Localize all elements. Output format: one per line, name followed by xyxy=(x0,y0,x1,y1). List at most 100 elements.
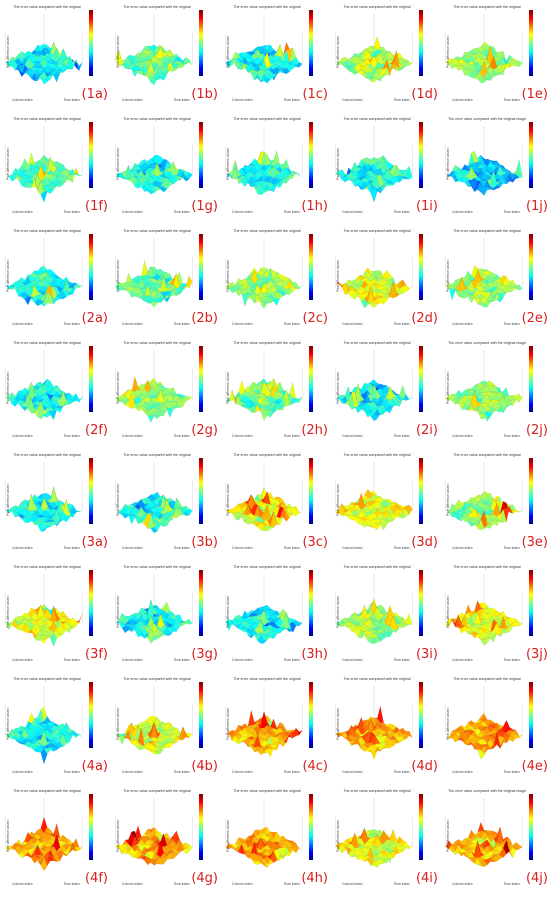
x-axis-label: Column index xyxy=(452,210,473,214)
colorbar xyxy=(199,122,203,188)
x-axis-label: Column index xyxy=(12,658,33,662)
panel-title: The error value compared with the origin… xyxy=(13,453,81,457)
surface-plot xyxy=(5,14,83,85)
colorbar xyxy=(419,458,423,524)
surface-plot xyxy=(5,238,83,307)
panel-label: (1a) xyxy=(81,87,108,102)
panel-title: The error value compared with the origin… xyxy=(447,341,527,345)
panel-2g: The error value compared with the origin… xyxy=(110,338,220,450)
x-axis-label: Column index xyxy=(12,546,33,550)
colorbar xyxy=(89,10,93,76)
panel-label: (2e) xyxy=(521,311,548,326)
x-axis-label: Column index xyxy=(452,658,473,662)
y-axis-label: Row index xyxy=(174,658,190,662)
colorbar xyxy=(419,10,423,76)
surface-plot xyxy=(225,238,303,309)
panel-label: (1e) xyxy=(521,87,548,102)
z-axis-label: Pixel difference values xyxy=(5,372,10,404)
panel-4a: The error value compared with the origin… xyxy=(0,674,110,786)
panel-label: (4a) xyxy=(81,759,108,774)
panel-3g: The error value compared with the origin… xyxy=(110,562,220,674)
y-axis-label: Row index xyxy=(64,210,80,214)
panel-label: (1j) xyxy=(525,199,548,214)
y-axis-label: Row index xyxy=(174,210,190,214)
z-axis-label: Pixel difference values xyxy=(5,708,10,740)
y-axis-label: Row index xyxy=(64,546,80,550)
surface-facet-143 xyxy=(370,414,378,422)
surface-facet-143 xyxy=(40,303,48,307)
y-axis-label: Row index xyxy=(504,98,520,102)
z-axis-label: Pixel difference values xyxy=(115,148,120,180)
y-axis-label: Row index xyxy=(64,434,80,438)
panel-label: (3e) xyxy=(521,535,548,550)
panel-3f: The error value compared with the origin… xyxy=(0,562,110,674)
panel-title: The error value compared with the origin… xyxy=(343,341,411,345)
panel-label: (2h) xyxy=(301,423,328,438)
surface-facet-77 xyxy=(185,275,193,289)
surface-facet-143 xyxy=(150,527,158,533)
surface-plot xyxy=(5,574,83,647)
panel-label: (1d) xyxy=(411,87,438,102)
colorbar xyxy=(199,682,203,748)
panel-label: (2i) xyxy=(415,423,438,438)
y-axis-label: Row index xyxy=(394,210,410,214)
y-axis-label: Row index xyxy=(284,210,300,214)
panel-1b: The error value compared with the origin… xyxy=(110,2,220,114)
panel-label: (3f) xyxy=(85,647,108,662)
panel-label: (2a) xyxy=(81,311,108,326)
surface-facet-143 xyxy=(150,300,158,308)
panel-2a: The error value compared with the origin… xyxy=(0,226,110,338)
x-axis-label: Column index xyxy=(12,434,33,438)
panel-1e: The error value compared with the origin… xyxy=(440,2,550,114)
y-axis-label: Row index xyxy=(174,770,190,774)
surface-plot xyxy=(5,126,83,203)
panel-title: The error value compared with the origin… xyxy=(233,453,301,457)
colorbar xyxy=(199,234,203,300)
panel-label: (3d) xyxy=(411,535,438,550)
y-axis-label: Row index xyxy=(504,210,520,214)
colorbar xyxy=(89,458,93,524)
panel-label: (1g) xyxy=(191,199,218,214)
y-axis-label: Row index xyxy=(394,658,410,662)
surface-plot xyxy=(445,126,523,196)
z-axis-label: Pixel difference values xyxy=(335,484,340,516)
surface-facet-143 xyxy=(370,77,378,83)
x-axis-label: Column index xyxy=(342,98,363,102)
y-axis-label: Row index xyxy=(394,434,410,438)
surface-plot xyxy=(335,238,413,309)
surface-plot xyxy=(115,462,193,533)
y-axis-label: Row index xyxy=(174,98,190,102)
x-axis-label: Column index xyxy=(122,322,143,326)
panel-1c: The error value compared with the origin… xyxy=(220,2,330,114)
panel-3i: The error value compared with the origin… xyxy=(330,562,440,674)
z-axis-label: Pixel difference values xyxy=(225,484,230,516)
panel-title: The error value compared with the origin… xyxy=(13,5,81,9)
z-axis-label: Pixel difference values xyxy=(335,596,340,628)
panel-label: (2d) xyxy=(411,311,438,326)
y-axis-label: Row index xyxy=(504,434,520,438)
surface-plot xyxy=(225,686,303,758)
panel-title: The error value compared with the origin… xyxy=(123,341,191,345)
y-axis-label: Row index xyxy=(64,98,80,102)
panel-1d: The error value compared with the origin… xyxy=(330,2,440,114)
panel-label: (1h) xyxy=(301,199,328,214)
surface-plot xyxy=(225,574,303,644)
colorbar xyxy=(419,234,423,300)
panel-label: (2g) xyxy=(191,423,218,438)
panel-title: The error value compared with the origin… xyxy=(123,229,191,233)
panel-title: The error value compared with the origin… xyxy=(13,117,81,121)
x-axis-label: Column index xyxy=(12,770,33,774)
panel-2j: The error value compared with the origin… xyxy=(440,338,550,450)
surface-plot xyxy=(225,462,303,532)
z-axis-label: Pixel difference values xyxy=(5,484,10,516)
z-axis-label: Pixel difference values xyxy=(5,148,10,180)
surface-facet-99 xyxy=(235,394,242,407)
surface-plot xyxy=(115,686,193,755)
panel-1f: The error value compared with the origin… xyxy=(0,114,110,226)
panel-label: (3a) xyxy=(81,535,108,550)
x-axis-label: Column index xyxy=(452,322,473,326)
colorbar xyxy=(529,458,533,524)
colorbar xyxy=(529,346,533,412)
x-axis-label: Column index xyxy=(232,658,253,662)
